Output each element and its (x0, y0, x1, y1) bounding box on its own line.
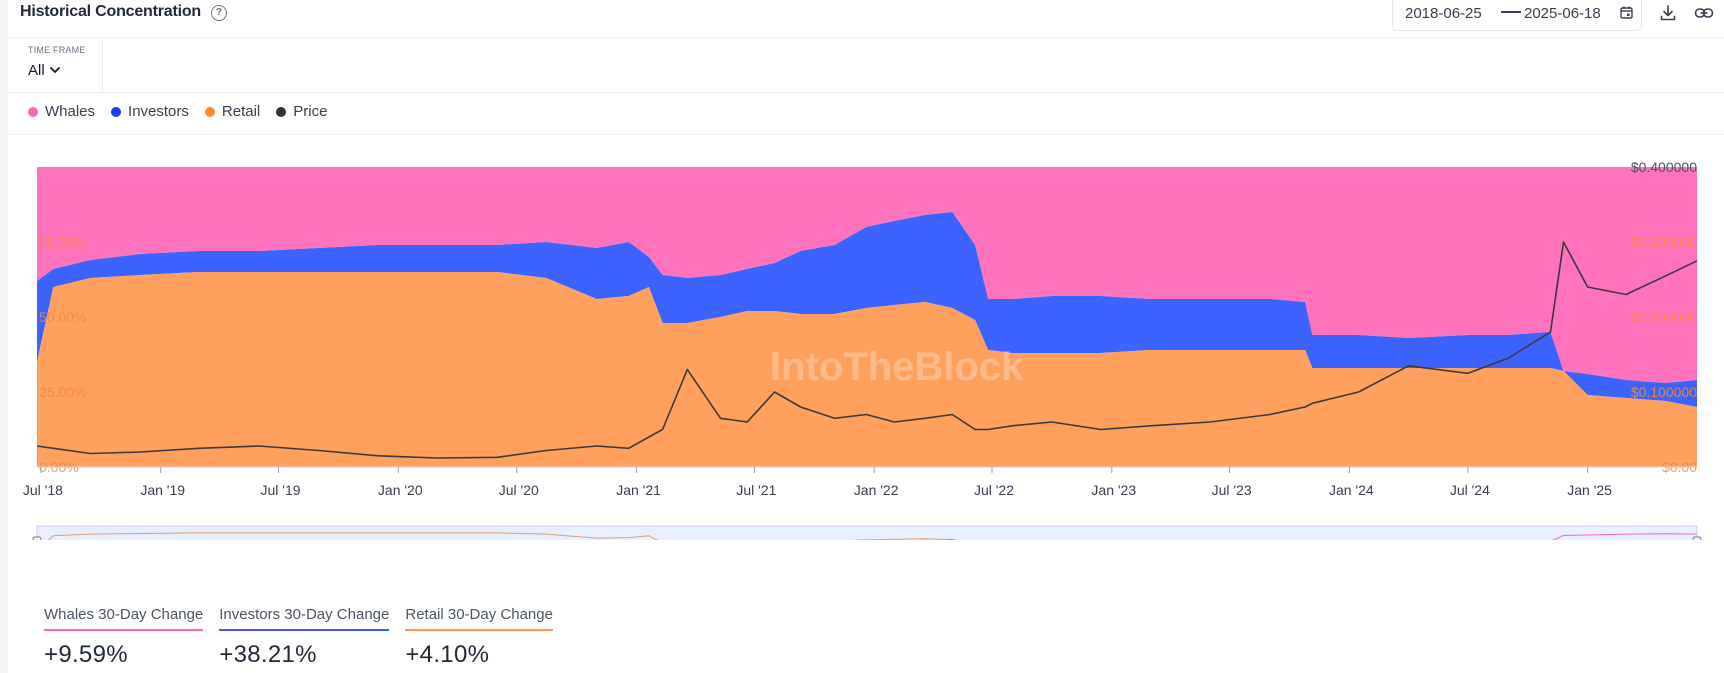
navigator-handle-right (1692, 536, 1702, 540)
date-end[interactable]: 2025-06-18 (1524, 5, 1601, 22)
stat-value: +38.21% (219, 641, 317, 668)
x-tick-label: Jan '22 (854, 482, 899, 498)
x-tick-label: Jan '23 (1091, 482, 1136, 498)
legend-dot (111, 106, 122, 117)
navigator-line-retail (47, 532, 959, 540)
legend-label: Investors (128, 103, 189, 120)
stat-whales[interactable]: Whales 30-Day Change +9.59% (44, 606, 204, 669)
stat-label: Retail 30-Day Change (405, 606, 553, 631)
divider (8, 92, 1724, 93)
date-separator (1501, 11, 1521, 13)
navigator-handle-left (32, 536, 42, 540)
x-tick-label: Jul '21 (736, 482, 776, 498)
stats-row: Whales 30-Day Change +9.59% Investors 30… (44, 606, 569, 669)
download-icon[interactable] (1659, 4, 1677, 22)
divider (8, 134, 1724, 135)
x-tick-label: Jul '24 (1450, 482, 1490, 498)
legend-item-price[interactable]: Price (276, 103, 327, 120)
y-tick-left: 50.00% (39, 309, 86, 325)
x-tick-label: Jan '21 (616, 482, 661, 498)
stat-value: +4.10% (405, 641, 490, 668)
page-title: Historical Concentration (20, 3, 202, 20)
legend-label: Whales (45, 103, 96, 120)
legend-dot (28, 106, 38, 117)
legend-label: Price (293, 103, 328, 120)
x-tick-label: Jan '19 (140, 482, 185, 498)
timeframe-select[interactable]: All (28, 62, 45, 79)
timeframe-label: TIME FRAME (28, 45, 86, 55)
timeframe-control: TIME FRAME All (8, 38, 103, 92)
x-tick-label: Jan '24 (1329, 482, 1374, 498)
legend-item-retail[interactable]: Retail (204, 103, 261, 120)
y-tick-right: $0.100000 (1631, 384, 1697, 400)
chevron-down-icon[interactable] (50, 67, 60, 74)
date-start[interactable]: 2018-06-25 (1405, 5, 1482, 22)
date-range-picker[interactable]: 2018-06-25 2025-06-18 (1392, 0, 1642, 31)
x-tick-label: Jul '23 (1212, 482, 1252, 498)
x-tick-label: Jul '22 (974, 482, 1014, 498)
divider (8, 37, 1724, 38)
help-circle-icon[interactable]: ? (211, 5, 227, 21)
stat-label: Investors 30-Day Change (219, 606, 390, 631)
navigator-window (36, 525, 1698, 540)
legend-dot (204, 106, 215, 117)
area-retail (37, 272, 1697, 467)
price-line (36, 241, 1698, 459)
y-tick-left: 75.00% (39, 234, 86, 250)
stat-label: Whales 30-Day Change (44, 606, 204, 631)
concentration-chart[interactable]: IntoTheBlock0.00%25.00%50.00%75.00%$0.00… (0, 140, 1724, 540)
x-tick-label: Jan '25 (1567, 482, 1612, 498)
legend-label: Retail (221, 103, 261, 120)
stat-retail[interactable]: Retail 30-Day Change +4.10% (405, 606, 553, 669)
link-icon[interactable] (1694, 4, 1714, 22)
area-investors (37, 212, 1697, 407)
y-tick-right: $0.400000 (1631, 159, 1697, 175)
x-tick-label: Jan '20 (378, 482, 423, 498)
y-tick-left: 25.00% (39, 384, 86, 400)
legend-item-whales[interactable]: Whales (28, 103, 95, 120)
area-whales (37, 167, 1697, 383)
x-tick-label: Jul '19 (260, 482, 300, 498)
legend-item-investors[interactable]: Investors (111, 103, 189, 120)
x-tick-label: Jul '20 (499, 482, 539, 498)
chart-legend: Whales Investors Retail Price (28, 103, 327, 120)
legend-dot (276, 106, 287, 117)
x-tick-label: Jul '18 (23, 482, 63, 498)
stat-value: +9.59% (44, 641, 128, 668)
calendar-icon[interactable] (1620, 6, 1633, 19)
y-tick-right: $0.200000 (1631, 309, 1697, 325)
y-tick-right: $0.300000 (1631, 234, 1697, 250)
stat-investors[interactable]: Investors 30-Day Change +38.21% (219, 606, 390, 669)
watermark: IntoTheBlock (770, 345, 1024, 389)
